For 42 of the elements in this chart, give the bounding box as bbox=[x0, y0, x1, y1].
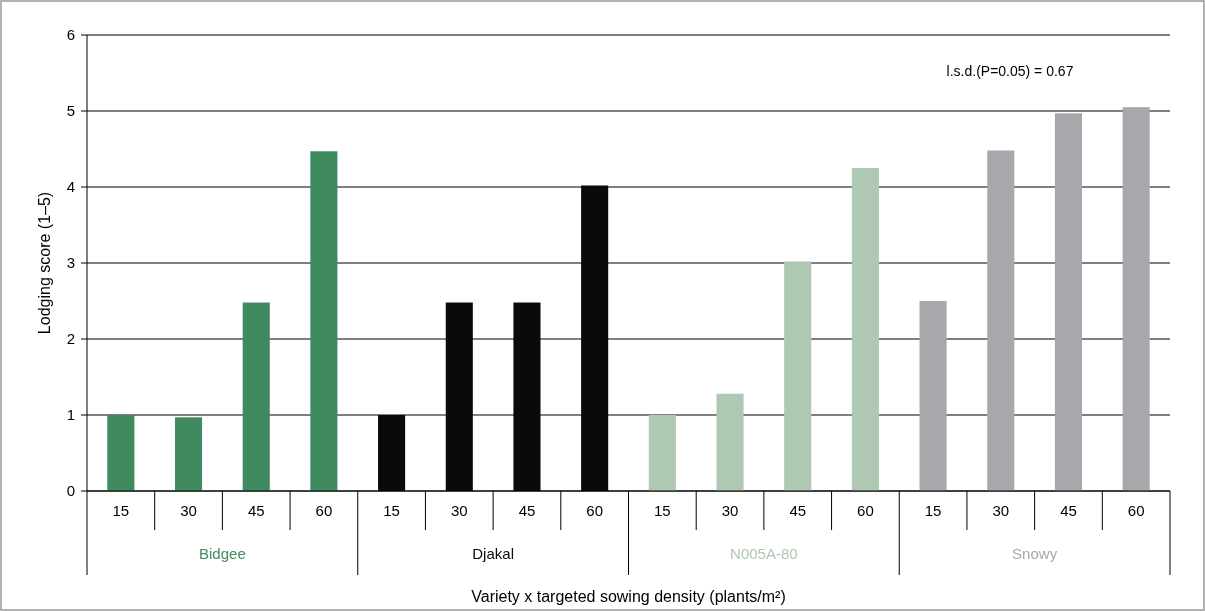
x-tick-label: 30 bbox=[721, 502, 739, 520]
bar bbox=[174, 417, 203, 491]
bar bbox=[919, 301, 947, 491]
x-tick-label: 15 bbox=[383, 502, 400, 520]
y-tick-label: 4 bbox=[66, 178, 75, 196]
x-tick-label: 60 bbox=[1127, 502, 1145, 520]
bar bbox=[310, 151, 338, 491]
y-tick-label: 0 bbox=[66, 482, 75, 500]
x-tick-label: 45 bbox=[1060, 502, 1077, 520]
x-tick-label: 15 bbox=[112, 502, 130, 520]
bar bbox=[716, 393, 744, 491]
x-tick-label: 15 bbox=[654, 502, 671, 520]
bar bbox=[242, 302, 270, 491]
x-tick-label: 60 bbox=[586, 502, 603, 520]
bar bbox=[1122, 107, 1150, 491]
bar bbox=[648, 415, 676, 491]
bar bbox=[107, 415, 135, 491]
bar bbox=[851, 168, 879, 491]
x-tick-label: 45 bbox=[789, 502, 807, 520]
x-tick-label: 30 bbox=[450, 502, 468, 520]
x-tick-label: 30 bbox=[180, 502, 197, 520]
text: Snowy bbox=[1012, 545, 1058, 563]
x-tick-label: 45 bbox=[518, 502, 536, 520]
x-tick-label: 15 bbox=[924, 502, 942, 520]
bar bbox=[1054, 113, 1083, 491]
y-tick-label: 1 bbox=[66, 406, 75, 424]
x-tick-label: 60 bbox=[857, 502, 874, 520]
bar bbox=[987, 150, 1015, 491]
y-tick-label: 2 bbox=[66, 330, 75, 348]
x-axis-title: Variety x targeted sowing density (plants/m²) bbox=[471, 587, 786, 605]
x-tick-label: 60 bbox=[315, 502, 333, 520]
text: Bidgee bbox=[199, 545, 246, 563]
text: N005A-80 bbox=[730, 545, 798, 563]
bar bbox=[784, 261, 812, 491]
text: Djakal bbox=[472, 545, 514, 563]
y-tick-label: 6 bbox=[66, 26, 75, 44]
y-axis-title: Lodging score (1–5) bbox=[35, 191, 53, 335]
y-tick-label: 3 bbox=[66, 254, 75, 272]
x-tick-label: 30 bbox=[992, 502, 1010, 520]
annotation: l.s.d.(P=0.05) = 0.67 bbox=[946, 62, 1074, 79]
x-tick-label: 45 bbox=[247, 502, 265, 520]
y-tick-label: 5 bbox=[66, 102, 75, 120]
